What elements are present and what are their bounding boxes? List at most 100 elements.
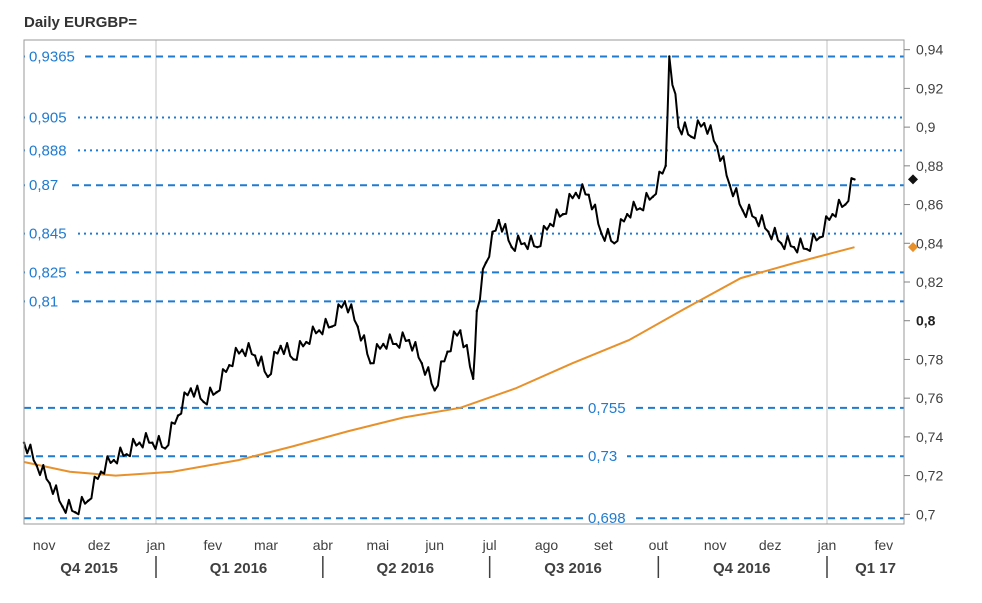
price-point <box>844 203 847 206</box>
price-point <box>356 325 359 328</box>
month-label: out <box>649 537 669 553</box>
price-point <box>407 338 411 342</box>
price-point <box>99 470 103 473</box>
month-label: jan <box>146 537 166 553</box>
price-point <box>112 458 116 462</box>
level-label-bg <box>585 508 636 529</box>
last-value-marker <box>908 242 918 253</box>
month-label: jun <box>424 537 444 553</box>
price-point <box>202 400 205 404</box>
price-point <box>305 340 308 344</box>
month-label: fev <box>203 537 222 553</box>
level-label-bg <box>25 262 76 283</box>
level-label: 0,905 <box>29 109 67 126</box>
y-tick-label: 0,88 <box>916 158 943 174</box>
price-point <box>369 362 372 365</box>
chart-title: Daily EURGBP= <box>24 14 137 31</box>
price-point <box>831 213 834 216</box>
price-point <box>475 309 479 313</box>
y-tick-label: 0,8 <box>916 313 936 329</box>
quarter-label: Q4 2016 <box>713 560 771 577</box>
price-point <box>715 145 719 148</box>
price-point <box>484 261 488 264</box>
price-point <box>420 362 424 365</box>
price-point <box>382 342 385 346</box>
price-point <box>497 218 501 222</box>
price-point <box>638 207 642 210</box>
level-label-bg <box>25 291 67 312</box>
price-point <box>510 245 513 249</box>
y-tick-label: 0,86 <box>916 197 943 213</box>
month-label: nov <box>33 537 56 553</box>
quarter-label: Q3 2016 <box>544 560 602 577</box>
month-label: mar <box>254 537 278 553</box>
price-point <box>86 499 90 502</box>
level-label-bg <box>25 140 76 161</box>
price-point <box>125 453 128 456</box>
month-label: fev <box>874 537 893 553</box>
price-point <box>317 329 321 332</box>
price-line <box>23 55 855 516</box>
level-label-bg <box>585 446 627 467</box>
level-label: 0,888 <box>29 142 67 159</box>
month-label: dez <box>88 537 111 553</box>
level-label-bg <box>25 107 76 128</box>
price-point <box>459 329 462 332</box>
price-point <box>574 191 578 195</box>
price-point <box>292 358 295 361</box>
y-tick-label: 0,7 <box>916 506 936 522</box>
price-point <box>163 447 167 450</box>
y-tick-label: 0,72 <box>916 468 943 484</box>
y-tick-label: 0,92 <box>916 80 943 96</box>
y-tick-label: 0,84 <box>916 235 943 251</box>
price-point <box>446 350 449 353</box>
month-label: ago <box>535 537 559 553</box>
y-tick-label: 0,74 <box>916 429 943 445</box>
price-point <box>651 195 655 199</box>
quarter-label: Q2 2016 <box>377 560 435 577</box>
quarter-label: Q1 17 <box>855 560 896 577</box>
price-point <box>754 216 757 220</box>
price-point <box>779 242 783 245</box>
price-point <box>792 245 796 249</box>
price-point <box>279 344 282 348</box>
price-point <box>702 122 706 125</box>
month-label: jul <box>482 537 497 553</box>
level-label: 0,825 <box>29 264 67 281</box>
price-point <box>587 193 590 197</box>
price-point <box>818 236 821 239</box>
price-point <box>805 247 809 251</box>
price-point <box>471 377 475 380</box>
y-tick-label: 0,76 <box>916 390 943 406</box>
price-point <box>35 464 39 468</box>
y-tick-label: 0,82 <box>916 274 943 290</box>
price-point <box>690 135 693 138</box>
price-point <box>228 364 231 367</box>
price-point <box>433 389 436 392</box>
price-point <box>613 242 616 245</box>
month-label: jan <box>817 537 837 553</box>
price-point <box>767 230 770 233</box>
month-label: abr <box>313 537 334 553</box>
price-point <box>189 387 193 390</box>
level-label: 0,73 <box>588 448 617 465</box>
price-point <box>266 375 270 379</box>
price-point <box>664 164 667 168</box>
level-label-bg <box>25 175 67 196</box>
month-label: set <box>594 537 613 553</box>
price-point <box>48 482 51 485</box>
level-label: 0,87 <box>29 177 58 194</box>
price-point <box>330 325 334 328</box>
price-point <box>741 209 744 212</box>
price-point <box>61 505 64 508</box>
price-point <box>548 222 552 226</box>
y-tick-label: 0,78 <box>916 351 943 367</box>
level-label: 0,9365 <box>29 48 75 65</box>
price-point <box>240 348 244 351</box>
price-point <box>253 354 257 357</box>
y-tick-label: 0,9 <box>916 119 936 135</box>
price-point <box>600 232 603 235</box>
level-label: 0,845 <box>29 226 67 243</box>
price-point <box>523 242 526 245</box>
